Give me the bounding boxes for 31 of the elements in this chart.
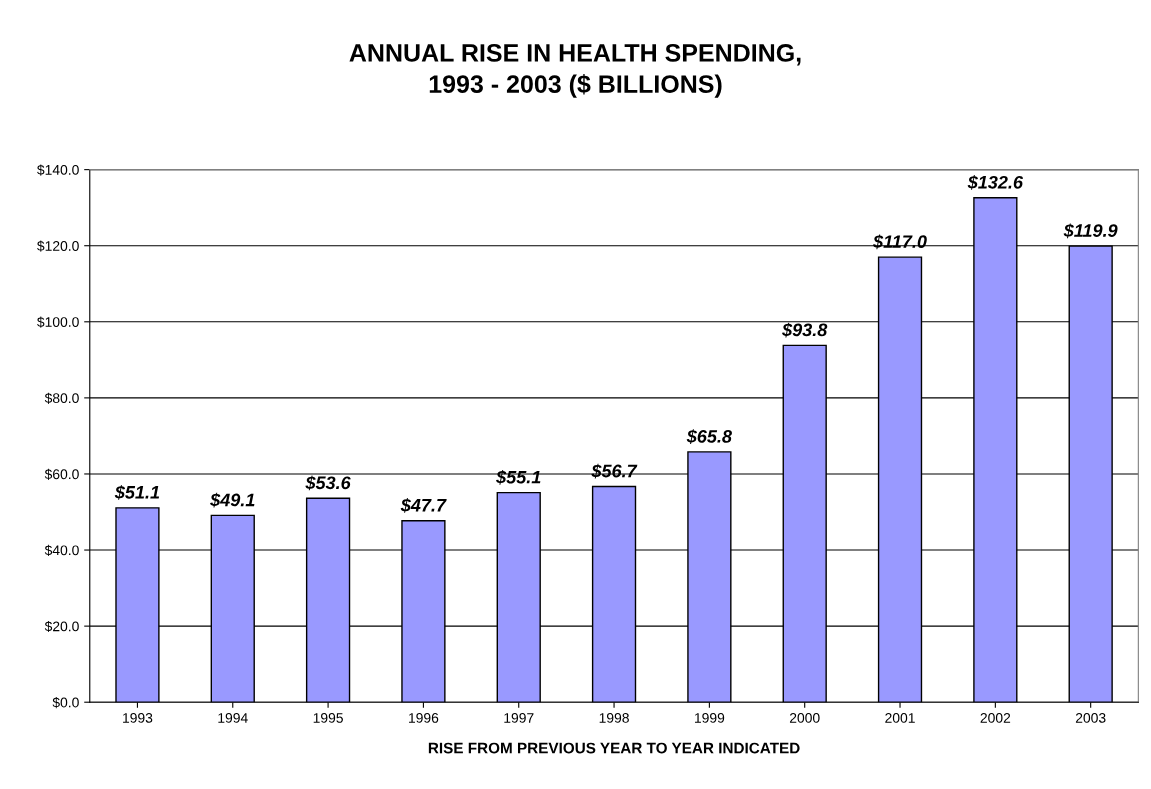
x-axis-title: RISE FROM PREVIOUS YEAR TO YEAR INDICATED <box>428 742 800 754</box>
y-tick-label: $100.0 <box>37 316 79 328</box>
x-tick-label: 2001 <box>885 712 915 723</box>
y-tick-label: $20.0 <box>44 620 79 633</box>
x-tick-label: 1996 <box>409 712 439 723</box>
y-tick-label: $80.0 <box>44 392 79 404</box>
chart-title: ANNUAL RISE IN HEALTH SPENDING, 1993 - 2003 ($ BILLIONS) <box>349 44 801 98</box>
data-label: $51.1 <box>114 485 160 500</box>
y-tick-label: $140.0 <box>37 164 79 176</box>
x-tick-label: 2000 <box>789 712 820 723</box>
x-tick-label: 1993 <box>123 712 153 723</box>
x-tick-label: 1995 <box>313 712 343 723</box>
data-label: $119.9 <box>1063 223 1118 239</box>
y-tick-label: $60.0 <box>44 468 79 480</box>
data-label: $47.7 <box>400 498 447 513</box>
data-label: $93.8 <box>782 322 828 338</box>
y-tick-label: $120.0 <box>37 240 79 252</box>
data-label: $56.7 <box>591 463 638 479</box>
x-tick-label: 1994 <box>218 712 248 723</box>
data-label: $65.8 <box>686 429 732 444</box>
x-tick-label: 2003 <box>1075 712 1106 723</box>
x-tick-label: 1999 <box>694 712 725 723</box>
x-tick-label: 2002 <box>980 712 1011 723</box>
data-label: $55.1 <box>496 469 541 485</box>
data-label: $53.6 <box>305 475 351 491</box>
x-tick-label: 1997 <box>504 712 534 723</box>
y-tick-label: $40.0 <box>44 544 79 557</box>
data-label: $132.6 <box>967 175 1024 190</box>
data-label: $49.1 <box>210 492 255 508</box>
y-tick-label: $0.0 <box>52 696 79 709</box>
x-tick-label: 1998 <box>599 712 629 723</box>
